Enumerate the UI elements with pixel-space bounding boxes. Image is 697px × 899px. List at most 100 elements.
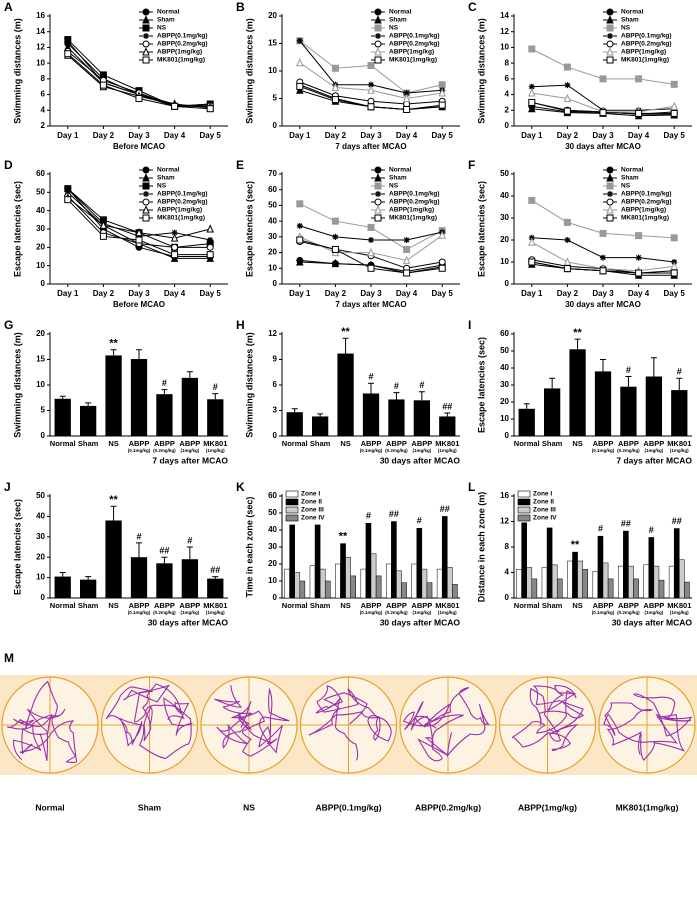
- x-tick-label: ABPP: [129, 439, 150, 448]
- marker: [374, 40, 382, 48]
- bar: [388, 399, 405, 436]
- y-tick-label: 20: [36, 329, 45, 338]
- marker: [438, 101, 446, 109]
- marker: [607, 33, 613, 39]
- annotation: **: [109, 338, 118, 350]
- legend-swatch: [285, 498, 299, 506]
- x-tick-label: NS: [108, 439, 118, 448]
- bar: [531, 578, 538, 599]
- marker: [374, 173, 382, 182]
- error-bar: [393, 392, 400, 400]
- marker: [528, 88, 536, 97]
- x-tick-note: (1mg/kg): [670, 448, 689, 453]
- legend-label: Sham: [389, 17, 407, 24]
- y-axis-title: Swimming distances (m): [244, 332, 254, 438]
- legend-label: Zone III: [533, 507, 556, 514]
- x-axis-title: 30 days after MCAO: [148, 617, 229, 627]
- legend-swatch: [285, 506, 299, 514]
- error-bar: [110, 349, 117, 356]
- marker: [438, 230, 446, 239]
- y-tick-label: 60: [268, 185, 277, 194]
- marker: [606, 47, 614, 56]
- x-tick-note: (1mg/kg): [438, 610, 457, 615]
- panel-letter: H: [236, 318, 245, 332]
- y-tick-label: 8: [505, 542, 510, 551]
- bar: [643, 564, 650, 599]
- marker: [528, 45, 536, 53]
- y-tick-label: 40: [500, 363, 509, 372]
- x-tick-label: MK801: [203, 439, 227, 448]
- x-tick-label: Day 4: [164, 289, 186, 298]
- x-tick-label: ABPP: [411, 439, 432, 448]
- marker: [374, 214, 382, 222]
- y-tick-label: 16: [36, 11, 45, 20]
- x-tick-label: ABPP: [411, 601, 432, 610]
- marker: [296, 58, 304, 67]
- marker: [136, 233, 142, 240]
- legend-label: ABPP(0.1mg/kg): [621, 191, 672, 198]
- x-axis-title: 7 days after MCAO: [335, 142, 406, 151]
- marker: [564, 82, 571, 89]
- y-tick-label: 10: [268, 576, 277, 585]
- marker: [171, 102, 179, 110]
- y-tick-label: 20: [268, 559, 277, 568]
- marker: [142, 56, 150, 64]
- marker: [374, 166, 382, 174]
- y-tick-label: 4: [41, 105, 46, 114]
- track-label: MK801(1mg/kg): [616, 802, 679, 812]
- marker: [606, 198, 614, 206]
- legend-label: MK801(1mg/kg): [621, 57, 669, 64]
- y-axis-title: Escape latencies (sec): [12, 499, 22, 595]
- x-tick-label: ABPP: [618, 439, 639, 448]
- error-bar: [59, 572, 66, 577]
- bar: [671, 390, 688, 436]
- swim-track: [402, 686, 490, 762]
- x-axis-title: 7 days after MCAO: [335, 300, 406, 309]
- legend-label: ABPP(0.1mg/kg): [621, 33, 672, 40]
- bar: [658, 579, 665, 599]
- marker: [368, 81, 374, 88]
- y-tick-label: 5: [41, 406, 46, 415]
- marker: [403, 90, 410, 96]
- marker: [142, 173, 150, 182]
- x-tick-label: ABPP: [154, 439, 175, 448]
- y-tick-label: 0: [41, 431, 46, 440]
- marker: [206, 105, 214, 113]
- y-tick-label: 4: [505, 90, 510, 99]
- bar: [370, 553, 377, 599]
- error-bar: [186, 371, 193, 378]
- y-tick-label: 9: [273, 355, 278, 364]
- x-tick-label: Day 2: [93, 131, 115, 140]
- marker: [438, 81, 446, 89]
- annotation: ##: [442, 401, 452, 411]
- legend-label: Sham: [157, 175, 175, 182]
- bar: [447, 567, 453, 599]
- x-tick-note: (0.2mg/kg): [385, 610, 408, 615]
- legend-label: MK801(1mg/kg): [389, 57, 437, 64]
- marker: [142, 166, 150, 174]
- error-bar: [574, 338, 581, 350]
- marker: [374, 8, 382, 16]
- annotation: **: [571, 539, 580, 551]
- legend-label: ABPP(1mg/kg): [621, 49, 666, 56]
- bar: [413, 400, 430, 436]
- marker: [607, 191, 613, 197]
- y-tick-label: 12: [500, 27, 509, 36]
- marker: [143, 33, 149, 39]
- x-tick-label: Day 4: [396, 289, 418, 298]
- marker: [606, 173, 614, 182]
- bar: [181, 559, 198, 598]
- error-bar: [600, 359, 606, 372]
- legend-label: NS: [389, 25, 399, 32]
- error-bar: [368, 382, 374, 394]
- panel-letter: B: [236, 0, 245, 14]
- bar: [577, 560, 583, 599]
- bar: [426, 582, 433, 599]
- bar: [441, 516, 448, 599]
- marker: [606, 205, 614, 214]
- x-axis-title: Before MCAO: [113, 142, 165, 151]
- y-axis-title: Swimming distances (m): [244, 18, 254, 124]
- x-tick-label: Day 5: [432, 131, 454, 140]
- x-tick-note: (1mg/kg): [206, 448, 225, 453]
- marker: [170, 233, 179, 242]
